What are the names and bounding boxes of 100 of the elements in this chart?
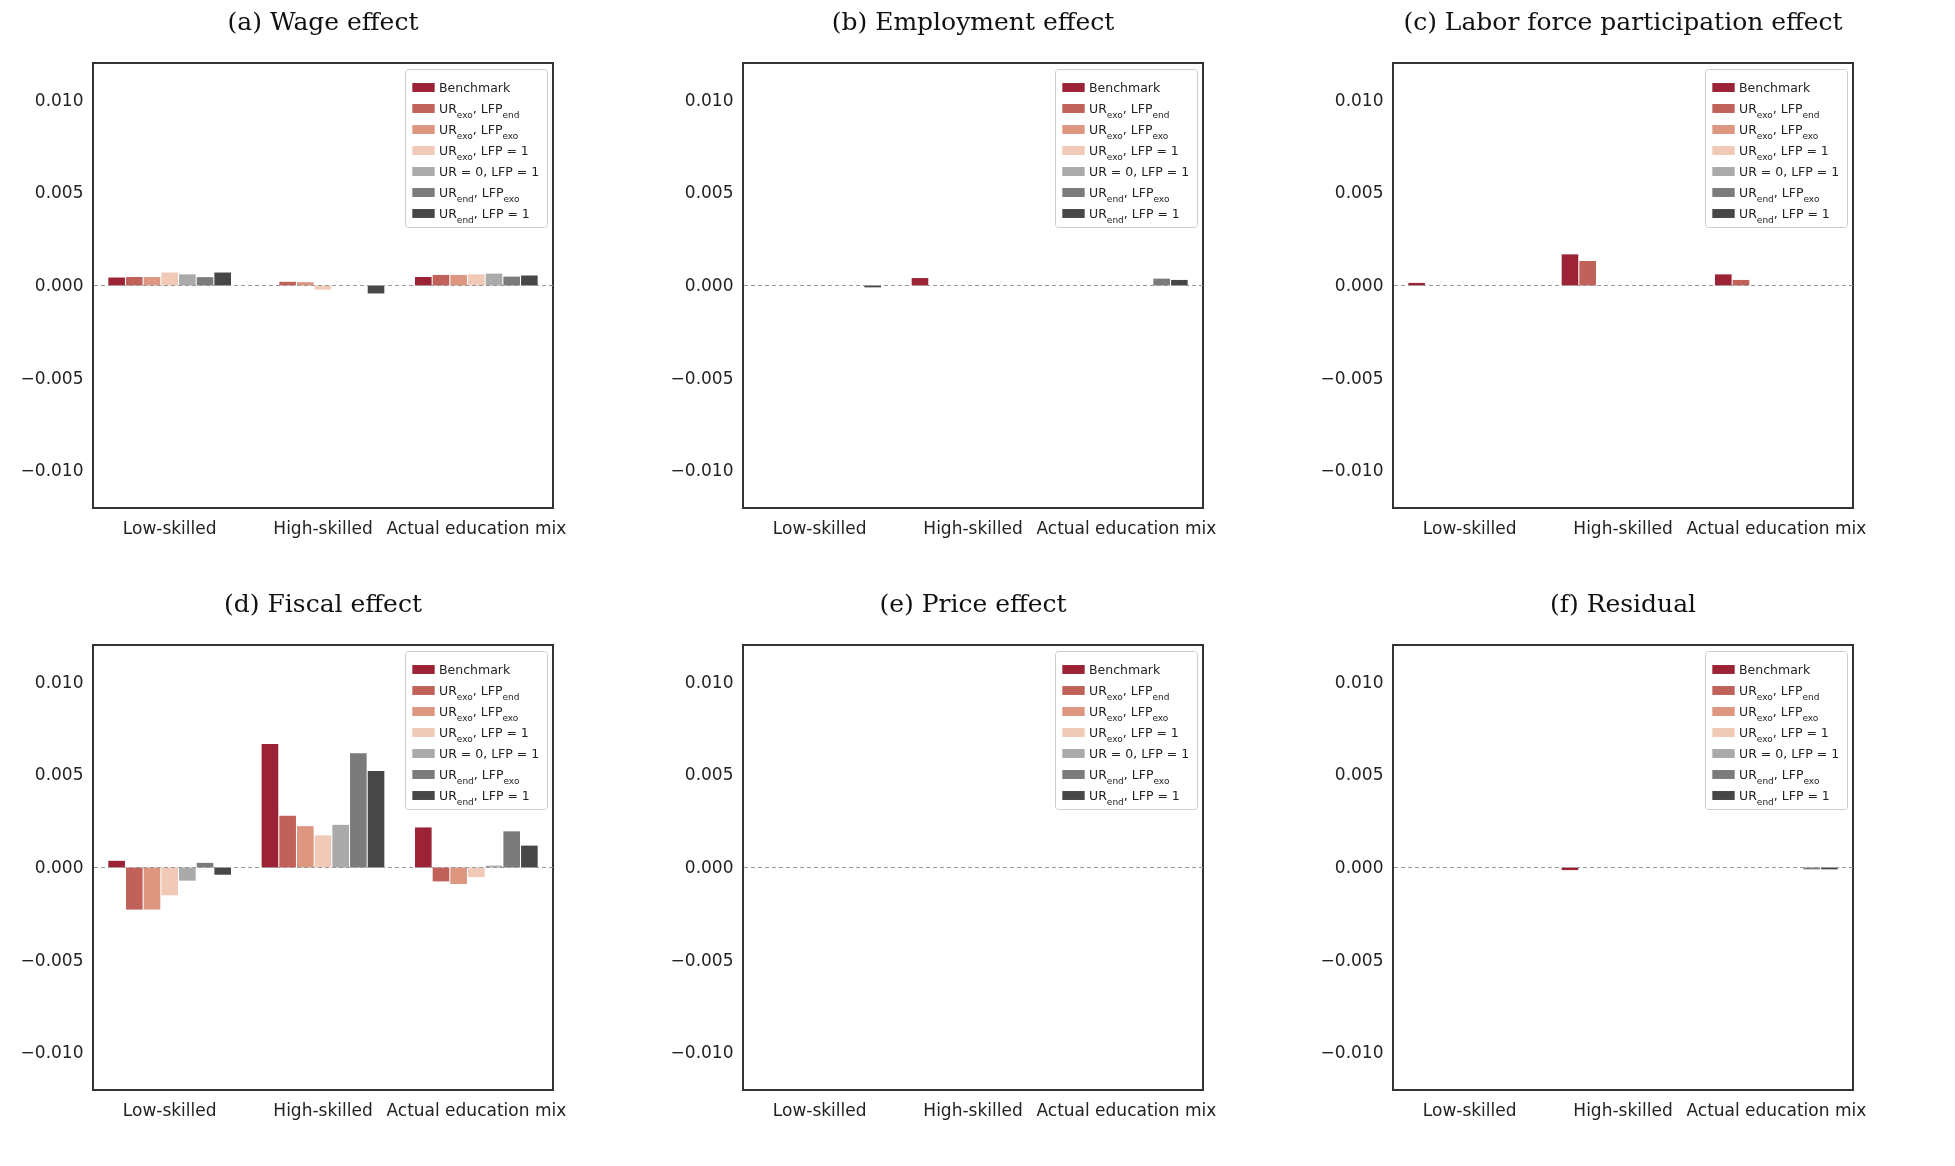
chart-title: (f) Residual [1549, 589, 1697, 618]
legend-label: Benchmark [1089, 79, 1161, 95]
legend-label: UR$_{exo}$, LFP = 1 [1089, 724, 1179, 744]
y-tick-label: −0.005 [1320, 949, 1384, 970]
x-tick-label: Low-skilled [122, 1099, 217, 1120]
y-tick-label: 0.010 [34, 89, 84, 110]
legend-label: Benchmark [439, 79, 511, 95]
x-tick-label: High-skilled [273, 517, 373, 538]
bar [108, 277, 125, 286]
y-tick-label: −0.010 [20, 1042, 84, 1063]
bar [196, 277, 214, 286]
bar [503, 831, 520, 868]
y-tick-label: 0.000 [1334, 857, 1384, 877]
legend-label: Benchmark [439, 661, 511, 677]
x-tick-label: Actual education mix [386, 517, 567, 538]
y-tick-label: −0.010 [1320, 1042, 1384, 1063]
legend-label: UR = 0, LFP = 1 [439, 163, 540, 179]
bar [432, 274, 450, 286]
x-tick-label: High-skilled [1573, 517, 1673, 538]
y-tick-label: 0.010 [684, 671, 734, 692]
legend-label: UR$_{end}$, LFP = 1 [1739, 787, 1830, 807]
y-tick-label: 0.010 [34, 671, 84, 692]
legend-label: UR$_{exo}$, LFP$_{end}$ [439, 682, 520, 702]
bar [214, 867, 231, 875]
bar [161, 867, 178, 896]
chart-title: (c) Labor force participation effect [1403, 7, 1843, 36]
legend-label: UR$_{exo}$, LFP$_{end}$ [1089, 100, 1170, 120]
bar [521, 845, 538, 868]
x-tick-label: High-skilled [1573, 1099, 1673, 1120]
legend-label: UR = 0, LFP = 1 [439, 745, 540, 761]
bar [450, 867, 467, 884]
legend-label: UR$_{exo}$, LFP$_{exo}$ [1739, 703, 1819, 723]
bar [350, 753, 367, 868]
y-tick-label: 0.000 [34, 857, 84, 877]
bar [314, 285, 332, 290]
bar [468, 867, 485, 878]
y-tick-label: 0.010 [1334, 89, 1384, 110]
chart-title: (b) Employment effect [831, 7, 1115, 36]
bar [367, 770, 385, 868]
x-tick-label: Actual education mix [1036, 1099, 1217, 1120]
bar [432, 867, 450, 882]
y-tick-label: 0.000 [684, 275, 734, 295]
legend-label: UR$_{end}$, LFP$_{exo}$ [439, 766, 520, 786]
bar [503, 276, 520, 286]
bar [196, 862, 214, 868]
legend-label: UR = 0, LFP = 1 [1089, 163, 1190, 179]
bar [143, 276, 161, 286]
x-tick-label: Low-skilled [1422, 517, 1517, 538]
y-tick-label: 0.010 [684, 89, 734, 110]
y-tick-label: 0.000 [684, 857, 734, 877]
x-tick-label: Low-skilled [772, 517, 867, 538]
x-tick-label: Actual education mix [1036, 517, 1217, 538]
bar [126, 867, 143, 910]
legend-label: UR$_{exo}$, LFP$_{end}$ [439, 100, 520, 120]
legend-label: UR$_{exo}$, LFP = 1 [1089, 142, 1179, 162]
bar [161, 272, 178, 286]
legend-label: UR$_{exo}$, LFP$_{end}$ [1089, 682, 1170, 702]
x-tick-label: Actual education mix [386, 1099, 567, 1120]
bar [179, 867, 196, 881]
y-tick-label: 0.005 [34, 182, 84, 203]
y-tick-label: −0.010 [20, 460, 84, 481]
legend-label: UR = 0, LFP = 1 [1739, 163, 1840, 179]
legend-label: UR$_{end}$, LFP$_{exo}$ [1739, 766, 1820, 786]
x-tick-label: Low-skilled [772, 1099, 867, 1120]
bar [214, 272, 231, 286]
y-tick-label: 0.005 [684, 764, 734, 785]
legend-label: UR$_{end}$, LFP = 1 [439, 205, 530, 225]
y-tick-label: −0.005 [1320, 367, 1384, 388]
bar [468, 274, 485, 286]
bar [1153, 278, 1170, 286]
chart-title: (d) Fiscal effect [224, 589, 422, 618]
legend-label: UR$_{exo}$, LFP = 1 [1739, 724, 1829, 744]
legend-label: UR$_{exo}$, LFP$_{exo}$ [439, 703, 519, 723]
legend-label: UR$_{end}$, LFP$_{exo}$ [439, 184, 520, 204]
legend-label: UR$_{end}$, LFP = 1 [439, 787, 530, 807]
x-tick-label: Low-skilled [1422, 1099, 1517, 1120]
legend-label: UR$_{exo}$, LFP$_{exo}$ [439, 121, 519, 141]
legend-label: UR$_{end}$, LFP = 1 [1089, 787, 1180, 807]
chart-title: (a) Wage effect [227, 7, 419, 36]
y-tick-label: −0.005 [670, 949, 734, 970]
bar [297, 826, 314, 868]
y-tick-label: −0.005 [20, 949, 84, 970]
legend-label: Benchmark [1089, 661, 1161, 677]
legend-label: UR$_{exo}$, LFP = 1 [439, 142, 529, 162]
y-tick-label: 0.005 [684, 182, 734, 203]
x-tick-label: Actual education mix [1686, 517, 1867, 538]
y-tick-label: 0.010 [1334, 671, 1384, 692]
y-tick-label: 0.000 [1334, 275, 1384, 295]
x-tick-label: High-skilled [273, 1099, 373, 1120]
y-tick-label: −0.010 [670, 460, 734, 481]
x-tick-label: Low-skilled [122, 517, 217, 538]
legend-label: UR$_{exo}$, LFP = 1 [1739, 142, 1829, 162]
legend-label: UR$_{end}$, LFP$_{exo}$ [1089, 184, 1170, 204]
legend-label: UR$_{end}$, LFP = 1 [1739, 205, 1830, 225]
bar [485, 273, 503, 286]
bar [279, 815, 296, 868]
legend-label: UR$_{end}$, LFP$_{exo}$ [1739, 184, 1820, 204]
bar [332, 824, 349, 868]
x-tick-label: Actual education mix [1686, 1099, 1867, 1120]
bar [415, 276, 432, 286]
